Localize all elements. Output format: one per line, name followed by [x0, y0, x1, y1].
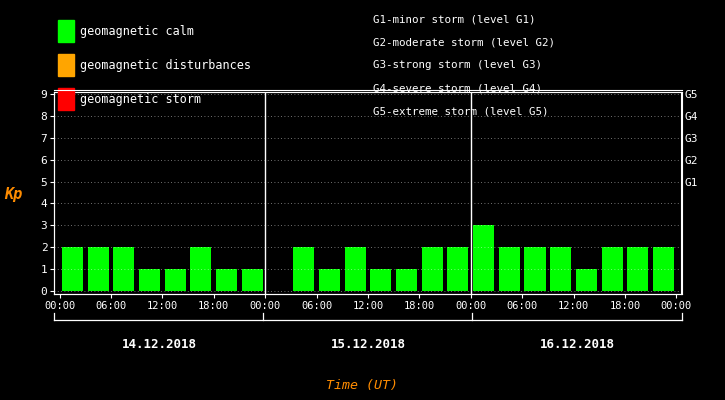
Bar — [241, 269, 263, 291]
Text: G1-minor storm (level G1): G1-minor storm (level G1) — [373, 14, 536, 24]
Text: 16.12.2018: 16.12.2018 — [539, 338, 615, 351]
Bar — [344, 247, 365, 291]
Bar — [396, 269, 417, 291]
Text: G5-extreme storm (level G5): G5-extreme storm (level G5) — [373, 107, 549, 117]
Bar — [319, 269, 340, 291]
Text: Kp: Kp — [4, 186, 22, 202]
Text: G2-moderate storm (level G2): G2-moderate storm (level G2) — [373, 37, 555, 47]
Bar — [602, 247, 623, 291]
Bar — [62, 247, 83, 291]
Bar — [422, 247, 443, 291]
Bar — [550, 247, 571, 291]
Text: Time (UT): Time (UT) — [326, 379, 399, 392]
Text: geomagnetic disturbances: geomagnetic disturbances — [80, 58, 251, 72]
Bar — [653, 247, 674, 291]
Bar — [473, 225, 494, 291]
Bar — [370, 269, 392, 291]
Bar — [293, 247, 314, 291]
Bar — [139, 269, 160, 291]
Bar — [576, 269, 597, 291]
Bar — [88, 247, 109, 291]
Bar — [499, 247, 520, 291]
Bar — [191, 247, 212, 291]
Bar — [627, 247, 648, 291]
Bar — [165, 269, 186, 291]
Bar — [216, 269, 237, 291]
Bar — [447, 247, 468, 291]
Text: G4-severe storm (level G4): G4-severe storm (level G4) — [373, 84, 542, 94]
Text: 15.12.2018: 15.12.2018 — [331, 338, 405, 351]
Bar — [113, 247, 134, 291]
Text: G3-strong storm (level G3): G3-strong storm (level G3) — [373, 60, 542, 70]
Text: geomagnetic storm: geomagnetic storm — [80, 92, 201, 106]
Text: geomagnetic calm: geomagnetic calm — [80, 24, 194, 38]
Text: 14.12.2018: 14.12.2018 — [121, 338, 196, 351]
Bar — [524, 247, 545, 291]
